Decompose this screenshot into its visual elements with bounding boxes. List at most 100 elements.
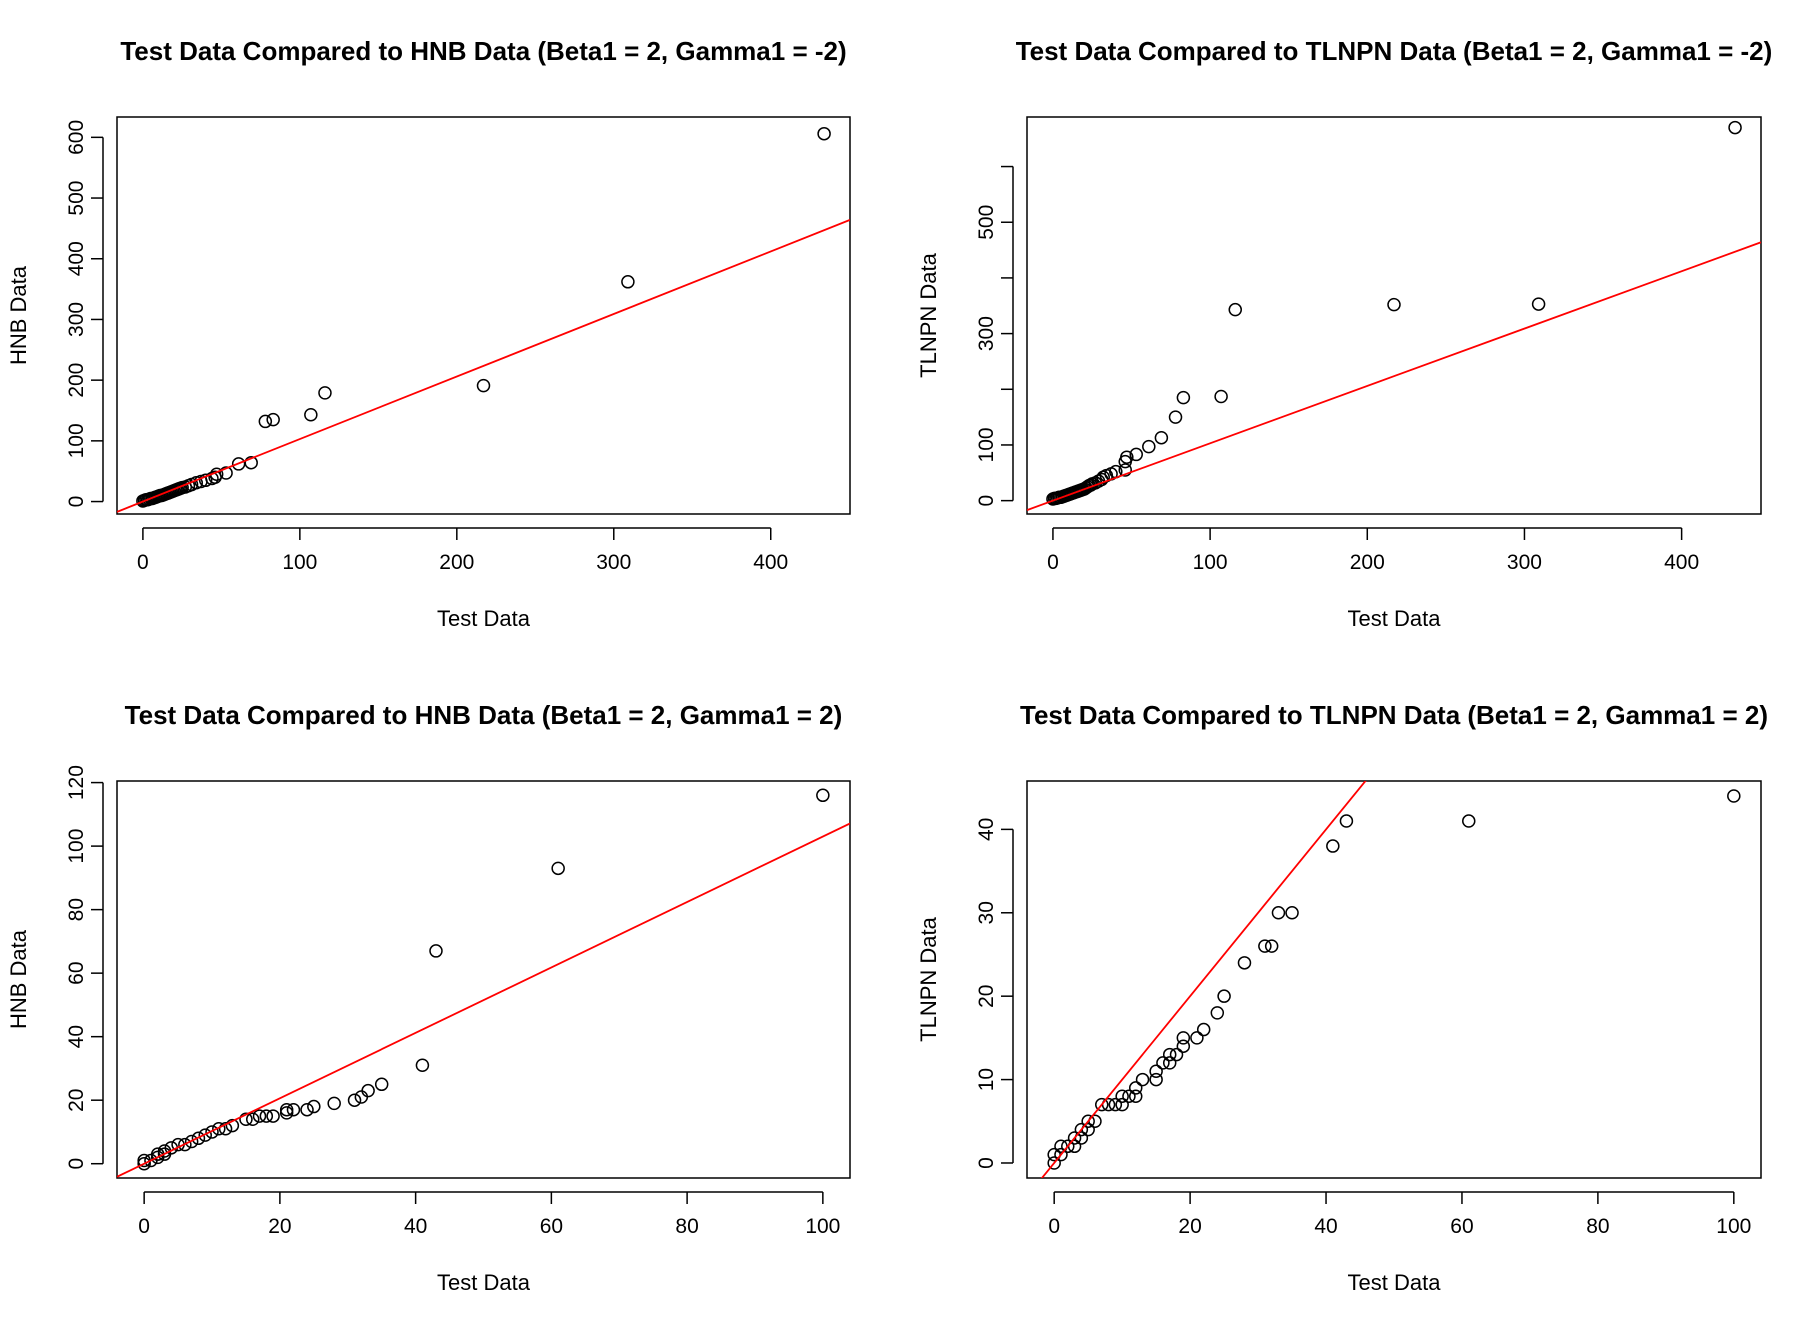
y-tick-label: 120 bbox=[65, 765, 88, 800]
data-point bbox=[327, 1096, 341, 1111]
data-point bbox=[184, 1134, 199, 1149]
data-point bbox=[318, 386, 332, 400]
y-tick-label: 100 bbox=[65, 423, 88, 458]
y-tick-label: 60 bbox=[65, 961, 88, 984]
points-group bbox=[137, 788, 830, 1171]
data-point bbox=[1264, 939, 1279, 953]
y-tick-label: 0 bbox=[65, 496, 88, 508]
data-point bbox=[1067, 1131, 1082, 1145]
fit-line bbox=[117, 822, 850, 1178]
data-point bbox=[266, 412, 280, 427]
data-point bbox=[1190, 1031, 1204, 1045]
chart-title: Test Data Compared to HNB Data (Beta1 = … bbox=[120, 36, 846, 66]
data-point bbox=[1054, 1147, 1068, 1162]
data-point bbox=[212, 1122, 226, 1136]
data-point bbox=[354, 1090, 369, 1104]
data-point bbox=[1176, 1039, 1191, 1053]
data-point bbox=[1154, 430, 1169, 445]
points-group bbox=[1046, 120, 1742, 506]
x-tick-label: 300 bbox=[1507, 551, 1542, 574]
data-point bbox=[286, 1102, 301, 1117]
data-point bbox=[239, 1112, 253, 1126]
x-tick-label: 40 bbox=[1314, 1215, 1337, 1238]
data-point bbox=[178, 1137, 192, 1152]
y-tick-label: 500 bbox=[975, 205, 998, 240]
data-point bbox=[1326, 839, 1340, 853]
data-point bbox=[1228, 302, 1243, 317]
data-point bbox=[1196, 1022, 1211, 1037]
data-point bbox=[1135, 1072, 1150, 1087]
data-point bbox=[258, 414, 273, 429]
y-tick-label: 300 bbox=[65, 302, 88, 337]
data-point bbox=[225, 1118, 240, 1133]
data-point bbox=[1115, 1089, 1129, 1104]
fit-line bbox=[1040, 781, 1367, 1178]
chart-title: Test Data Compared to TLNPN Data (Beta1 … bbox=[1016, 36, 1773, 66]
points-group bbox=[136, 126, 831, 508]
data-point bbox=[1727, 789, 1741, 803]
data-point bbox=[1339, 814, 1354, 828]
plot-frame bbox=[1026, 116, 1762, 515]
data-point bbox=[1074, 1122, 1089, 1137]
data-point bbox=[191, 1131, 206, 1146]
y-tick-label: 40 bbox=[65, 1025, 88, 1048]
x-tick-label: 200 bbox=[439, 551, 474, 574]
data-point bbox=[1462, 814, 1476, 828]
data-point bbox=[1122, 1089, 1136, 1104]
data-point bbox=[1142, 439, 1156, 454]
x-tick-label: 40 bbox=[404, 1215, 427, 1238]
plot-frame bbox=[1026, 780, 1762, 1179]
y-axis-label: TLNPN Data bbox=[916, 252, 941, 377]
data-point bbox=[1214, 389, 1228, 404]
data-point bbox=[300, 1102, 314, 1117]
x-tick-label: 400 bbox=[753, 551, 788, 574]
data-point bbox=[1120, 450, 1134, 464]
y-tick-label: 20 bbox=[65, 1089, 88, 1112]
data-point bbox=[1128, 1089, 1143, 1104]
data-point bbox=[1168, 410, 1183, 424]
data-point bbox=[304, 408, 318, 422]
y-tick-label: 0 bbox=[65, 1158, 88, 1170]
x-axis-label: Test Data bbox=[437, 1270, 531, 1295]
y-tick-label: 200 bbox=[65, 363, 88, 398]
x-tick-label: 0 bbox=[1048, 1215, 1060, 1238]
data-point bbox=[1095, 1097, 1109, 1112]
x-tick-label: 80 bbox=[1586, 1215, 1609, 1238]
data-point bbox=[816, 788, 830, 803]
data-point bbox=[259, 1109, 274, 1123]
chart-panel-2: Test Data Compared to TLNPN Data (Beta1 … bbox=[916, 36, 1772, 631]
data-point bbox=[374, 1077, 389, 1092]
data-point bbox=[279, 1102, 294, 1117]
data-point bbox=[279, 1106, 294, 1120]
data-point bbox=[429, 944, 443, 958]
y-tick-label: 0 bbox=[975, 1157, 998, 1169]
y-tick-label: 0 bbox=[975, 495, 998, 507]
chart-title: Test Data Compared to TLNPN Data (Beta1 … bbox=[1020, 700, 1768, 730]
x-axis-label: Test Data bbox=[437, 606, 531, 631]
x-tick-label: 0 bbox=[138, 1215, 150, 1238]
data-point bbox=[198, 1128, 212, 1142]
y-tick-label: 30 bbox=[975, 901, 998, 924]
fit-line bbox=[117, 219, 850, 513]
data-point bbox=[415, 1058, 430, 1073]
data-point bbox=[1258, 939, 1272, 953]
data-point bbox=[1728, 120, 1742, 135]
data-point bbox=[1149, 1072, 1163, 1087]
y-axis-label: TLNPN Data bbox=[916, 916, 941, 1041]
data-point bbox=[1176, 390, 1191, 405]
chart-title: Test Data Compared to HNB Data (Beta1 = … bbox=[125, 700, 843, 730]
points-group bbox=[1047, 789, 1741, 1170]
data-point bbox=[244, 455, 258, 470]
x-tick-label: 0 bbox=[137, 551, 149, 574]
y-tick-label: 80 bbox=[65, 898, 88, 921]
x-tick-label: 100 bbox=[805, 1215, 840, 1238]
data-point bbox=[219, 466, 233, 480]
x-tick-label: 400 bbox=[1664, 551, 1699, 574]
data-point bbox=[1176, 1031, 1191, 1045]
data-point bbox=[1285, 906, 1299, 920]
data-point bbox=[1162, 1047, 1177, 1062]
data-point bbox=[1118, 463, 1132, 477]
y-tick-label: 300 bbox=[975, 316, 998, 351]
data-point bbox=[218, 1122, 233, 1136]
